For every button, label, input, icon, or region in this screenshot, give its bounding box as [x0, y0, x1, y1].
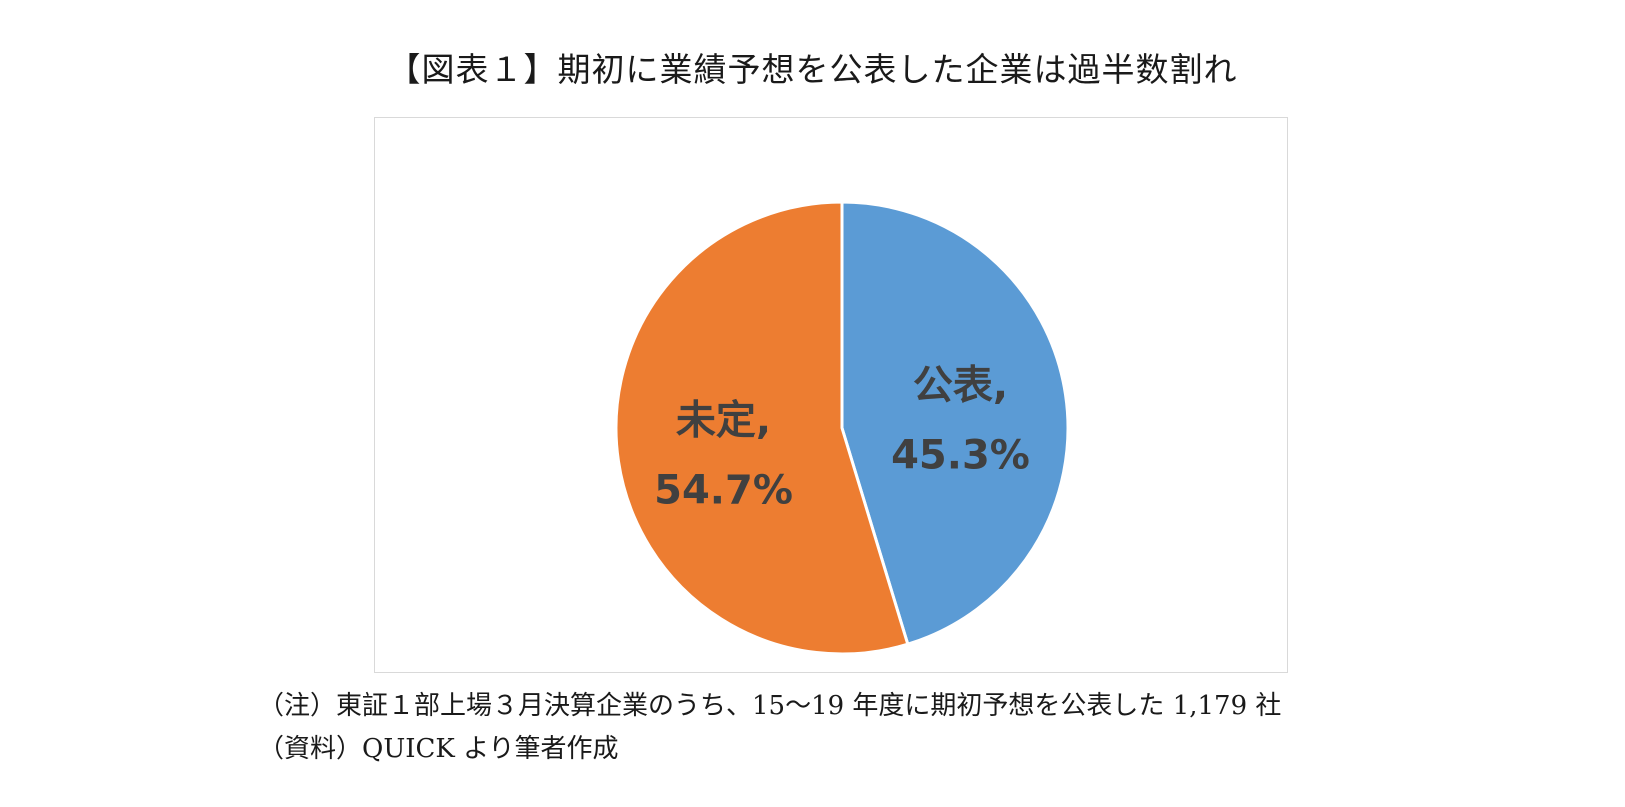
- pie-slice-2: [614, 200, 910, 656]
- slice-name-label: 未定,: [676, 398, 771, 444]
- chart-title: 【図表１】期初に業績予想を公表した企業は過半数割れ: [387, 50, 1238, 89]
- pie-chart: 公表, 45.3% 未定, 54.7%: [614, 200, 1070, 656]
- note-text: （注）東証１部上場３月決算企業のうち、15～19 年度に期初予想を公表した 1,…: [258, 691, 1282, 721]
- slice-value-label: 54.7%: [654, 468, 793, 514]
- slice-name-label: 公表,: [913, 362, 1008, 408]
- chart-area: 公表, 45.3% 未定, 54.7%: [374, 117, 1288, 673]
- slice-value-label: 45.3%: [891, 432, 1030, 478]
- pie-slice-1: [840, 200, 1070, 646]
- source-text: （資料）QUICK より筆者作成: [258, 734, 619, 764]
